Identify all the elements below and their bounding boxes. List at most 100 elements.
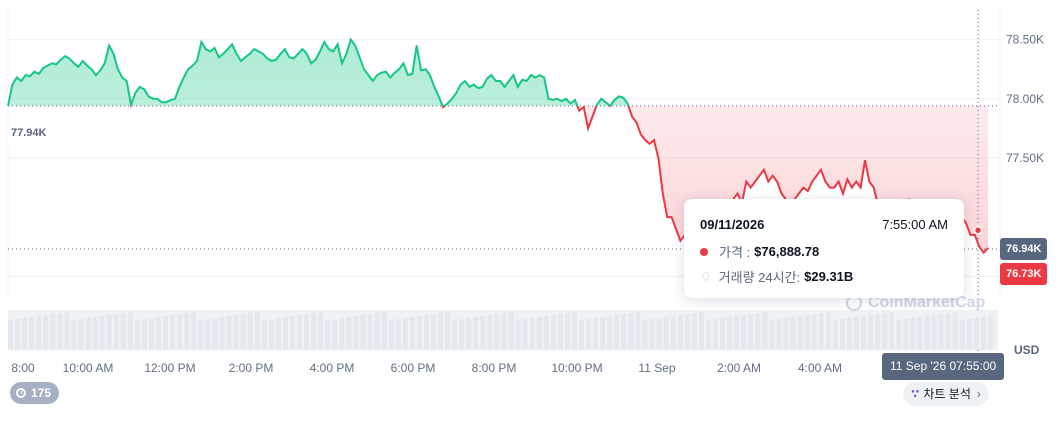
volume-bar <box>691 313 697 350</box>
tooltip-price-label: 가격 : <box>719 245 751 260</box>
volume-bar <box>268 319 274 350</box>
volume-bar <box>713 319 718 350</box>
volume-bar <box>635 312 641 350</box>
watermark-text: CoinMarketCap <box>868 294 986 311</box>
volume-bar <box>579 320 585 350</box>
volume-bar <box>896 320 902 350</box>
volume-bar <box>797 316 803 350</box>
volume-shield-icon: ♢ <box>700 268 712 284</box>
volume-bar <box>536 317 542 350</box>
area-below-open <box>8 105 988 253</box>
volume-bar <box>959 320 965 350</box>
volume-bar <box>339 318 345 350</box>
x-tick-label: 11 Sep <box>638 361 675 375</box>
volume-bar <box>318 312 324 350</box>
price-line-up <box>7 37 630 106</box>
volume-bar <box>452 320 458 350</box>
price-dot-icon <box>700 247 708 256</box>
volume-bar <box>846 318 852 350</box>
volume-bar <box>170 315 176 350</box>
volume-bar <box>938 314 944 350</box>
volume-bar <box>332 319 338 350</box>
volume-bar <box>282 317 288 350</box>
volume-bar <box>325 320 331 350</box>
volume-bar <box>184 313 190 350</box>
volume-bar <box>261 320 267 350</box>
volume-bar <box>557 314 563 350</box>
volume-bar <box>290 316 295 350</box>
volume-bar <box>473 317 479 350</box>
volume-bar <box>311 313 317 350</box>
currency-label: USD <box>1014 343 1040 357</box>
volume-bar <box>247 313 253 350</box>
chart-analysis-button[interactable]: ∵ 차트 분석 › <box>903 382 989 406</box>
chevron-right-icon: › <box>976 387 981 401</box>
volume-bar <box>649 319 655 350</box>
volume-bar <box>254 312 260 350</box>
volume-bar <box>494 314 500 350</box>
volume-bar <box>868 315 874 350</box>
volume-bar <box>684 314 690 350</box>
tooltip-time: 7:55:00 AM <box>882 217 948 232</box>
volume-bar <box>790 317 796 350</box>
volume-bar <box>924 316 930 350</box>
volume-bar <box>839 319 845 350</box>
x-tick-label: 10:00 PM <box>551 361 602 375</box>
tooltip-price-value: $76,888.78 <box>754 244 820 259</box>
volume-bar <box>304 314 310 350</box>
volume-bar <box>945 313 951 350</box>
volume-bar <box>607 316 613 350</box>
volume-bar <box>720 318 726 350</box>
x-tick-label: 12:00 PM <box>144 361 195 375</box>
volume-bar <box>543 316 549 350</box>
volume-bar <box>445 312 451 350</box>
volume-bar <box>127 312 133 350</box>
volume-bar <box>71 320 77 350</box>
hovered-time-pill: 11 Sep '26 07:55:00 <box>882 353 1005 380</box>
volume-bar <box>92 317 98 350</box>
x-tick-label: 2:00 AM <box>717 361 761 375</box>
price-line-down <box>7 105 989 255</box>
volume-bar <box>113 314 119 350</box>
volume-bar <box>564 313 570 350</box>
volume-bar <box>163 316 169 350</box>
volume-bar <box>275 318 281 350</box>
volume-bar <box>177 314 183 350</box>
volume-bar <box>64 312 70 350</box>
volume-bar <box>205 319 211 350</box>
volume-bar <box>381 312 387 350</box>
volume-bar <box>374 313 380 350</box>
volume-bar <box>353 316 359 350</box>
volume-bar <box>459 319 465 350</box>
volume-bar <box>15 319 21 350</box>
volume-bar <box>120 313 126 350</box>
tooltip-date: 09/11/2026 <box>700 217 765 232</box>
last-price-tag: 76.73K <box>1000 263 1048 285</box>
volume-bar <box>226 316 232 350</box>
hover-tooltip: 09/11/2026 7:55:00 AM 가격 : $76,888.78 ♢ … <box>684 199 964 298</box>
volume-bar <box>22 318 28 350</box>
volume-bar <box>43 315 49 350</box>
volume-bar <box>529 318 535 350</box>
y-tick-label: 78.50K <box>1006 33 1044 47</box>
volume-bar <box>917 317 923 350</box>
volume-bar <box>85 318 91 350</box>
volume-bar <box>811 314 817 350</box>
volume-bar <box>621 314 627 350</box>
volume-bar <box>409 317 415 350</box>
x-tick-label: 6:00 PM <box>391 361 436 375</box>
volume-bar <box>219 317 225 350</box>
volume-bar <box>416 316 422 350</box>
volume-bar <box>297 315 303 350</box>
volume-bar <box>663 317 669 350</box>
x-tick-label: 8:00 PM <box>472 361 517 375</box>
volume-bar <box>402 318 408 350</box>
y-tick-label: 78.00K <box>1006 92 1044 106</box>
volume-bar <box>50 314 56 350</box>
volume-bar <box>727 317 733 350</box>
volume-bar <box>966 319 972 350</box>
volume-bar <box>550 315 556 350</box>
history-badge[interactable]: 175 <box>10 382 60 404</box>
volume-bar <box>818 313 824 350</box>
open-price-label: 77.94K <box>8 126 50 140</box>
